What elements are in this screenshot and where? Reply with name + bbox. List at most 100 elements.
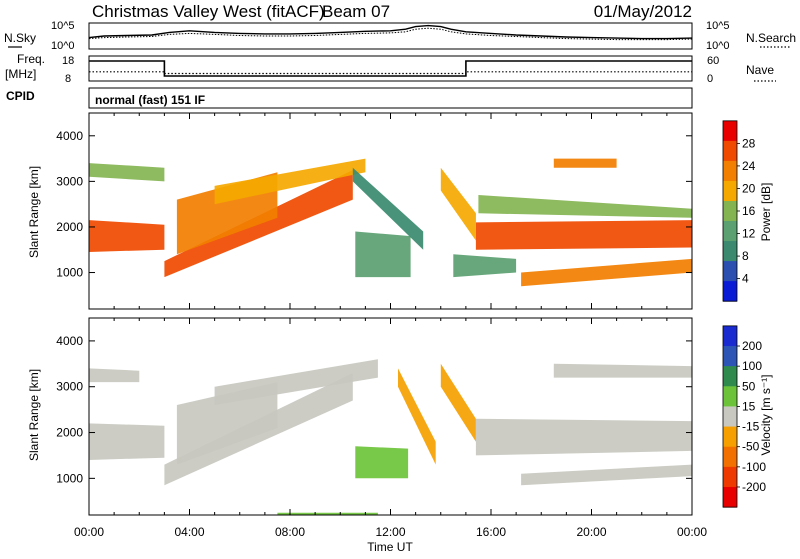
freq-label: Freq. — [17, 52, 45, 66]
velocity-axes-group: 1000 2000 3000 4000 — [56, 318, 693, 515]
time-tick-label: 00:00 — [677, 525, 707, 539]
cpid-value: normal (fast) 151 IF — [95, 93, 205, 107]
radar-title: Christmas Valley West (fitACF) — [92, 2, 325, 21]
velocity-colorbar-tick-label: 200 — [742, 339, 762, 353]
nave-label: Nave — [746, 63, 774, 77]
power-region-8 — [475, 220, 692, 250]
time-tick-label: 20:00 — [576, 525, 606, 539]
velocity-colorbar-tick-label: -50 — [742, 440, 760, 454]
velocity-region-0 — [89, 423, 165, 460]
velocity-colorbar: 200 100 50 15 -15 -50 -100 -200 — [722, 325, 766, 508]
power-colorbar-tick-label: 8 — [742, 249, 749, 263]
power-region-12 — [453, 254, 517, 278]
power-region-3 — [214, 158, 366, 205]
velocity-region-3 — [214, 359, 378, 405]
nsearch-label: N.Search — [746, 31, 796, 45]
nave-tick-bottom: 0 — [707, 73, 713, 85]
freq-series-group — [89, 60, 692, 77]
power-colorbar-tick-label: 24 — [742, 159, 756, 173]
noise-tick-bottom-right: 10^0 — [706, 40, 730, 52]
power-region-6 — [352, 167, 424, 250]
velocity-ytick-label: 4000 — [56, 334, 83, 348]
velocity-ytick-label: 3000 — [56, 380, 83, 394]
time-tick-label: 08:00 — [275, 525, 305, 539]
time-axis: 00:00 04:00 08:00 12:00 16:00 20:00 00:00 — [74, 525, 707, 539]
velocity-colorbar-swatch — [723, 325, 737, 347]
velocity-colorbar-swatch — [723, 486, 737, 508]
velocity-region-2 — [176, 382, 278, 465]
velocity-colorbar-swatch — [723, 466, 737, 488]
power-colorbar-label: Power [dB] — [759, 183, 773, 242]
power-ytick-label: 1000 — [56, 266, 83, 280]
velocity-colorbar-tick-label: -15 — [742, 420, 760, 434]
freq-line — [89, 60, 692, 77]
power-colorbar-tick-label: 4 — [742, 272, 749, 286]
velocity-region-5 — [355, 446, 409, 479]
noise-line-nsky — [88, 24, 693, 40]
velocity-colorbar-label: Velocity [m s⁻¹] — [759, 374, 773, 455]
power-colorbar-swatch — [723, 221, 737, 242]
noise-tick-bottom-left: 10^0 — [51, 40, 75, 52]
cpid-label: CPID — [6, 89, 35, 103]
noise-tick-top-left: 10^5 — [51, 20, 75, 32]
velocity-colorbar-swatch — [723, 406, 737, 428]
power-colorbar-tick-label: 20 — [742, 181, 756, 195]
power-colorbar-swatch — [723, 281, 737, 302]
time-axis-label: Time UT — [367, 540, 413, 554]
date-label: 01/May/2012 — [594, 2, 692, 21]
power-colorbar-swatch — [723, 120, 737, 142]
power-axes-group: 1000 2000 3000 4000 — [56, 113, 693, 309]
velocity-colorbar-swatch — [723, 446, 737, 468]
velocity-colorbar-tick-label: 100 — [742, 359, 762, 373]
noise-panel-frame — [88, 22, 693, 50]
noise-series-group — [88, 24, 693, 41]
power-colorbar-swatch — [723, 160, 737, 182]
power-colorbar-tick-label: 28 — [742, 136, 756, 150]
time-tick-label: 16:00 — [476, 525, 506, 539]
velocity-ylabel: Slant Range [km] — [27, 369, 41, 461]
power-region-7 — [440, 167, 476, 241]
beam-label: Beam 07 — [322, 2, 390, 21]
velocity-colorbar-tick-label: -200 — [742, 480, 766, 494]
nave-tick-top: 60 — [707, 55, 719, 67]
velocity-data-group — [89, 359, 692, 515]
velocity-region-11 — [277, 512, 378, 515]
power-colorbar-tick-label: 16 — [742, 204, 756, 218]
freq-unit: [MHz] — [5, 67, 36, 81]
time-tick-label: 00:00 — [74, 525, 104, 539]
power-region-11 — [553, 158, 617, 168]
velocity-region-10 — [553, 363, 692, 378]
cpid-panel-frame — [88, 87, 693, 109]
time-tick-label: 04:00 — [174, 525, 204, 539]
velocity-colorbar-swatch — [723, 386, 737, 407]
freq-tick-bottom: 8 — [65, 73, 71, 85]
power-region-10 — [521, 258, 692, 287]
nave-line — [89, 71, 692, 75]
velocity-colorbar-frame — [722, 325, 738, 508]
power-colorbar-swatch — [723, 200, 737, 222]
power-colorbar: 4 8 12 16 20 24 28 — [722, 120, 756, 302]
power-region-4 — [89, 163, 165, 182]
power-ytick-label: 2000 — [56, 220, 83, 234]
velocity-colorbar-tick-label: -100 — [742, 460, 766, 474]
freq-tick-top: 18 — [62, 55, 74, 67]
power-ylabel: Slant Range [km] — [27, 166, 41, 258]
power-ytick-label: 4000 — [56, 129, 83, 143]
velocity-region-9 — [521, 464, 692, 486]
velocity-ytick-label: 1000 — [56, 471, 83, 485]
freq-panel-frame — [88, 55, 693, 82]
power-ytick-label: 3000 — [56, 174, 83, 188]
velocity-colorbar-tick-label: 15 — [742, 399, 756, 413]
power-colorbar-tick-label: 12 — [742, 227, 756, 241]
time-tick-label: 12:00 — [375, 525, 405, 539]
power-colorbar-swatch — [723, 241, 737, 262]
power-colorbar-swatch — [723, 140, 737, 162]
power-region-0 — [89, 220, 165, 252]
velocity-region-7 — [440, 363, 476, 442]
power-region-9 — [478, 195, 692, 218]
power-colorbar-swatch — [723, 261, 737, 282]
velocity-colorbar-swatch — [723, 426, 737, 448]
velocity-region-6 — [398, 368, 436, 465]
